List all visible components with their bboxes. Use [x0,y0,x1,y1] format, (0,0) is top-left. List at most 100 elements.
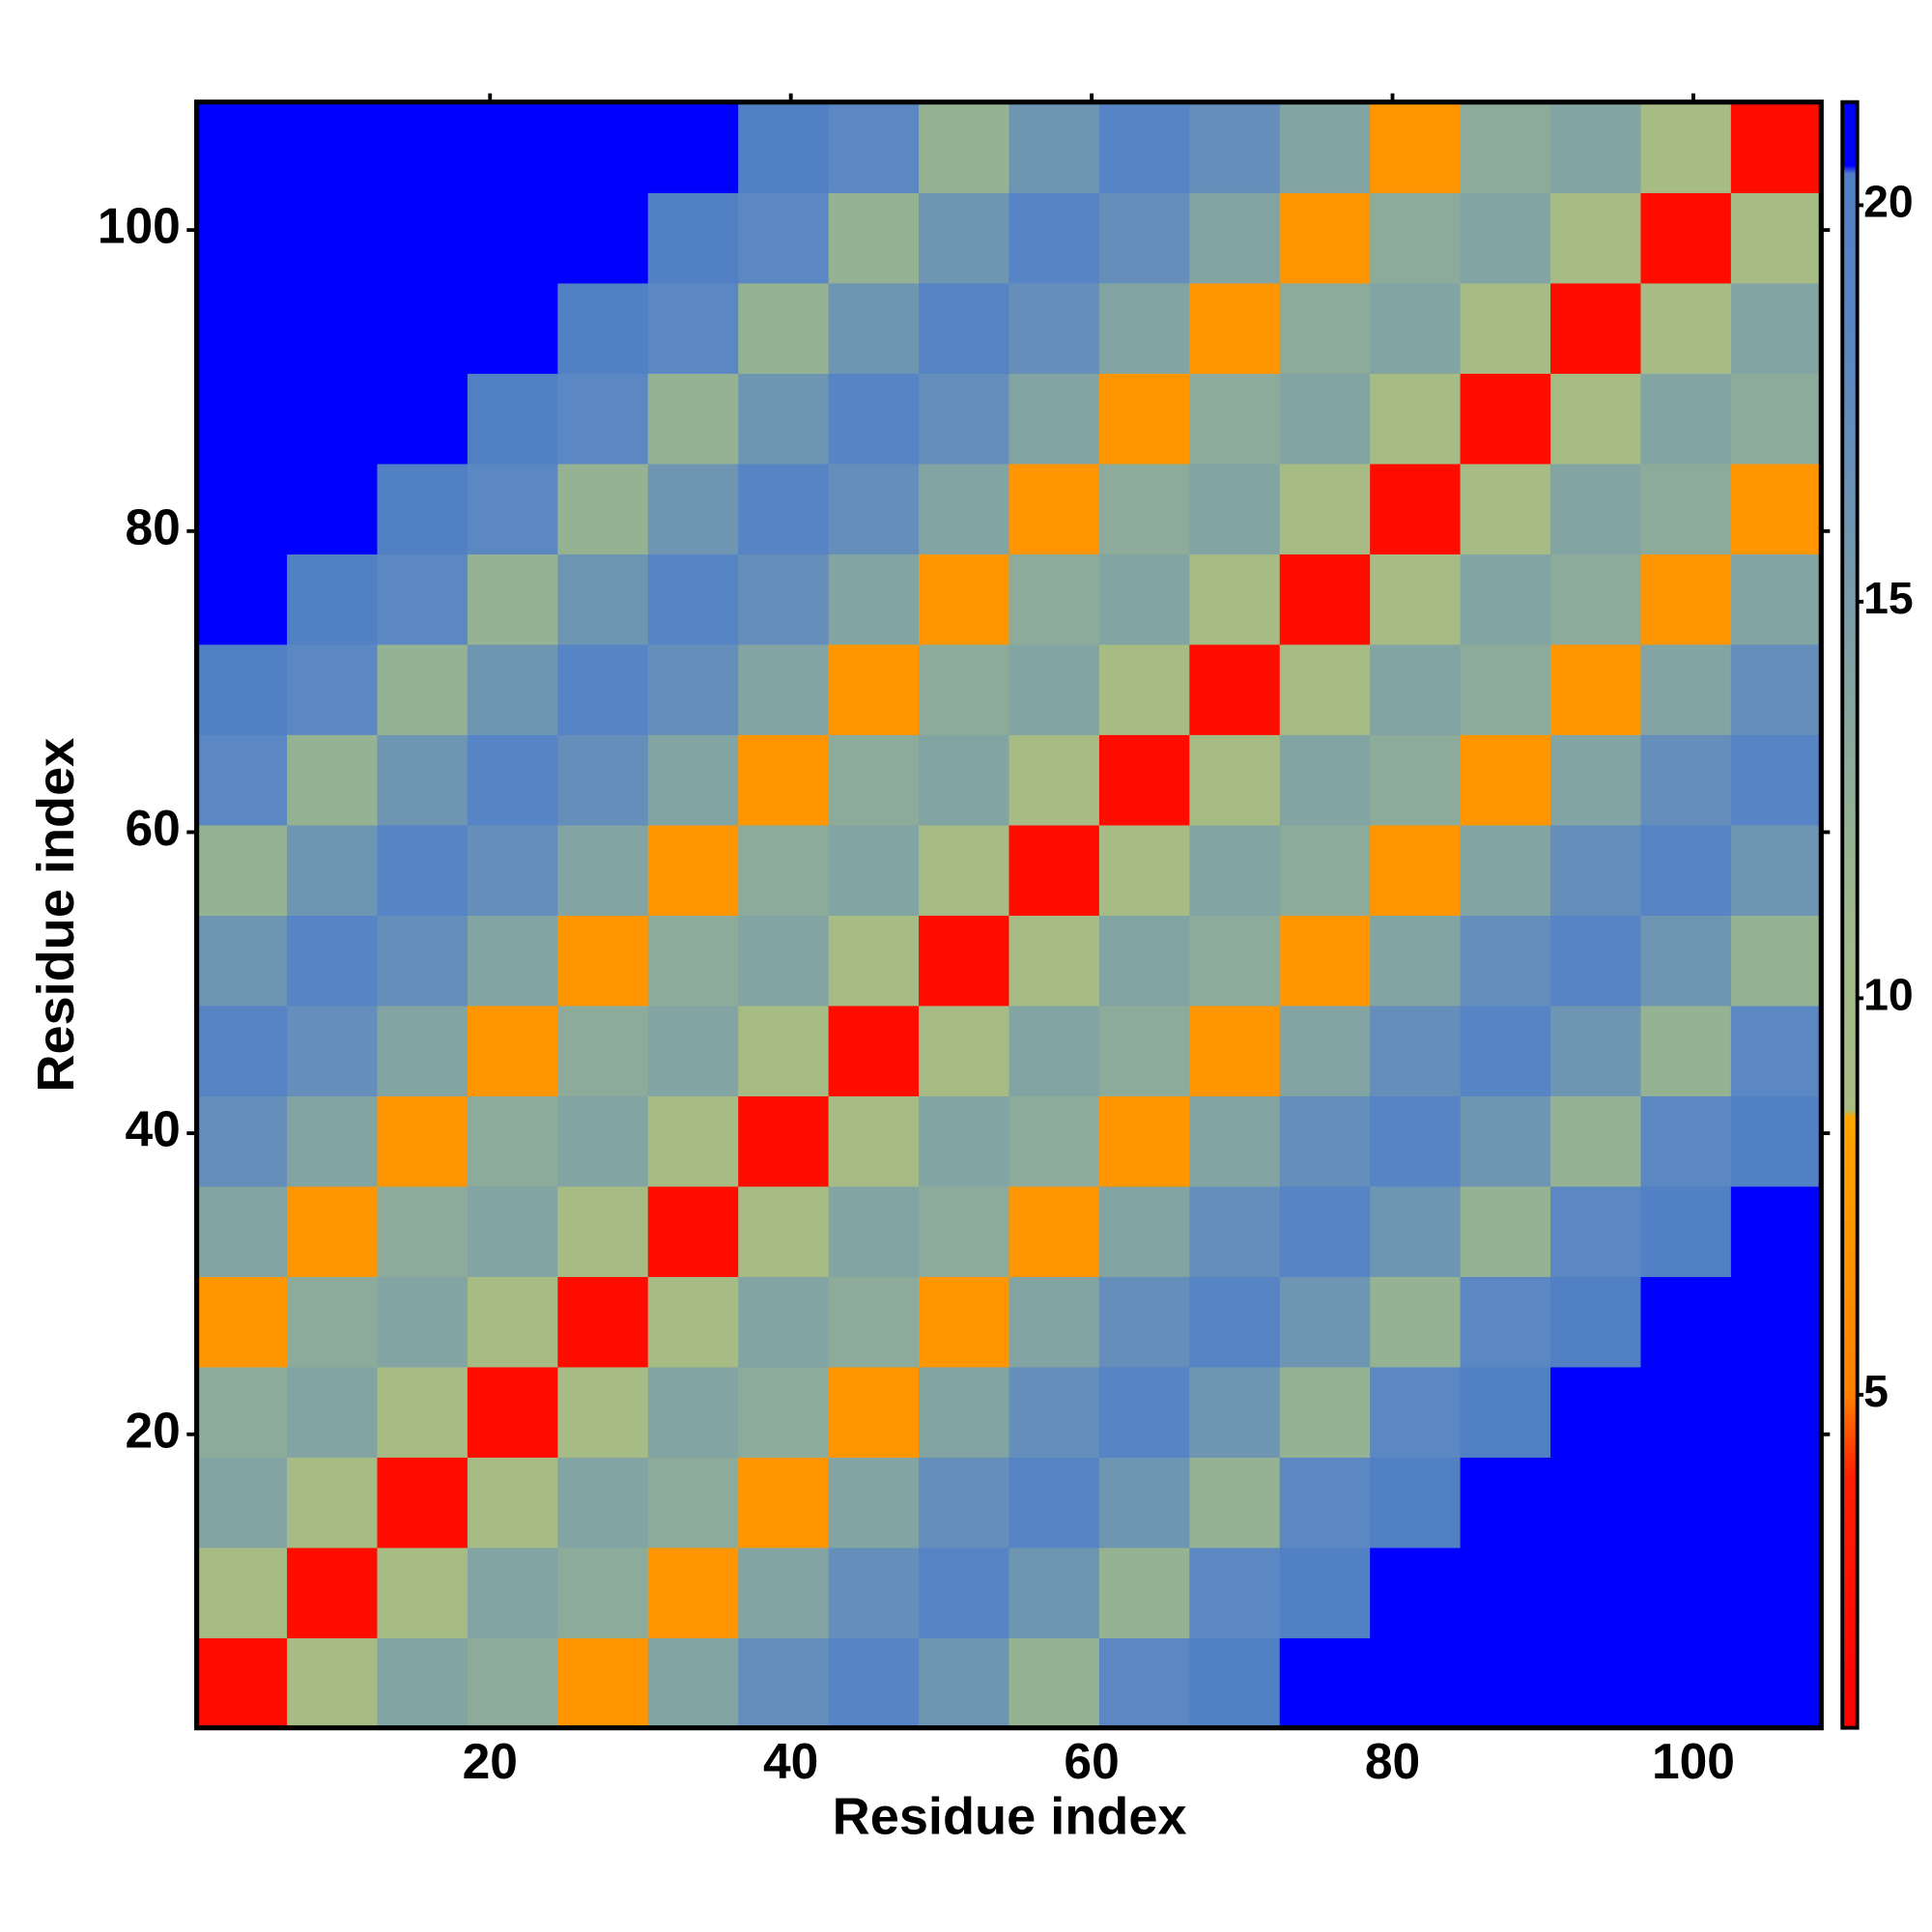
heatmap-cell [196,463,288,554]
heatmap-cell [1550,463,1642,554]
heatmap-cell [196,1547,288,1638]
heatmap-cell [1279,1005,1371,1096]
heatmap-cell [1189,915,1281,1007]
x-axis-label: Residue index [833,1787,1187,1845]
heatmap-cell [738,915,830,1007]
heatmap-cell [467,192,559,284]
heatmap-cell [1189,1095,1281,1187]
heatmap-cell [1279,282,1371,374]
heatmap-cell [1730,643,1823,735]
heatmap-cell [1730,1185,1823,1277]
heatmap-cell [1640,1095,1732,1187]
heatmap-cell [196,915,288,1007]
heatmap-cell [467,101,559,193]
heatmap-cell [377,192,469,284]
heatmap-cell [1730,1276,1823,1368]
heatmap-cell [557,373,649,465]
y-tick-label: 60 [126,800,181,856]
heatmap-cell [1640,373,1732,465]
heatmap-cell [738,1637,830,1729]
heatmap-cell [738,1457,830,1548]
heatmap-cell [1279,1637,1371,1729]
heatmap-cell [828,1005,920,1096]
heatmap-cell [1640,915,1732,1007]
heatmap-cell [1098,463,1191,554]
heatmap-cell [1009,824,1100,916]
heatmap-cell [557,1637,649,1729]
heatmap-cell [1460,915,1551,1007]
heatmap-cell [919,1366,1010,1458]
heatmap-cell [828,101,920,193]
heatmap-cell [1730,101,1823,193]
heatmap-cell [1279,1185,1371,1277]
heatmap-cell [1279,915,1371,1007]
heatmap-cell [1640,643,1732,735]
heatmap-cell [1279,101,1371,193]
heatmap-cell [1370,282,1462,374]
heatmap-cell [557,824,649,916]
heatmap-cell [1189,192,1281,284]
heatmap-cell [1279,1276,1371,1368]
heatmap-cell [1098,1276,1191,1368]
heatmap-cell [1460,554,1551,645]
heatmap-cell [828,373,920,465]
heatmap-cell [1460,373,1551,465]
heatmap-cell [1460,1457,1551,1548]
heatmap-cell [1730,1366,1823,1458]
heatmap-cell [919,643,1010,735]
heatmap-cell [1370,1547,1462,1638]
heatmap-cell [1730,915,1823,1007]
heatmap-cell [377,1366,469,1458]
heatmap-cell [1550,734,1642,826]
heatmap-cell [738,1095,830,1187]
heatmap-cell [287,463,379,554]
heatmap-cell [828,1185,920,1277]
heatmap-cell [1098,373,1191,465]
heatmap-cell [919,554,1010,645]
heatmap-cell [919,824,1010,916]
heatmap-cell [1189,1547,1281,1638]
heatmap-cell [647,1457,739,1548]
heatmap-cell [557,734,649,826]
heatmap-cell [196,643,288,735]
heatmap-cell [1640,734,1732,826]
heatmap-cell [196,1185,288,1277]
heatmap-cell [1370,1095,1462,1187]
heatmap-cell [196,101,288,193]
x-tick-label: 80 [1365,1733,1420,1789]
heatmap-cell [467,643,559,735]
heatmap-cell [1098,101,1191,193]
heatmap-cell [1279,824,1371,916]
heatmap-cell [1550,1185,1642,1277]
heatmap-cell [828,824,920,916]
heatmap-cell [647,1637,739,1729]
heatmap-cell [647,1005,739,1096]
plot-frame [194,99,1824,1731]
heatmap-cell [196,1276,288,1368]
heatmap-cell [1460,824,1551,916]
heatmap-cell [1009,192,1100,284]
heatmap-cell [919,734,1010,826]
heatmap-cell [467,282,559,374]
heatmap-cell [1550,373,1642,465]
heatmap-cell [919,373,1010,465]
heatmap-cell [1460,101,1551,193]
heatmap-cell [557,192,649,284]
heatmap-cell [1460,1185,1551,1277]
heatmap-cell [1098,1457,1191,1548]
heatmap-cell [1370,643,1462,735]
heatmap-cell [467,824,559,916]
heatmap-cell [738,192,830,284]
heatmap-cell [467,915,559,1007]
heatmap-cell [1098,1005,1191,1096]
heatmap-cell [1730,282,1823,374]
heatmap-cell [377,1276,469,1368]
heatmap-cell [1550,101,1642,193]
heatmap-cell [828,1547,920,1638]
heatmap-cell [1009,1095,1100,1187]
heatmap-cell [1640,192,1732,284]
heatmap-cell [196,1457,288,1548]
heatmap-cell [1370,463,1462,554]
heatmap-cell [1098,734,1191,826]
